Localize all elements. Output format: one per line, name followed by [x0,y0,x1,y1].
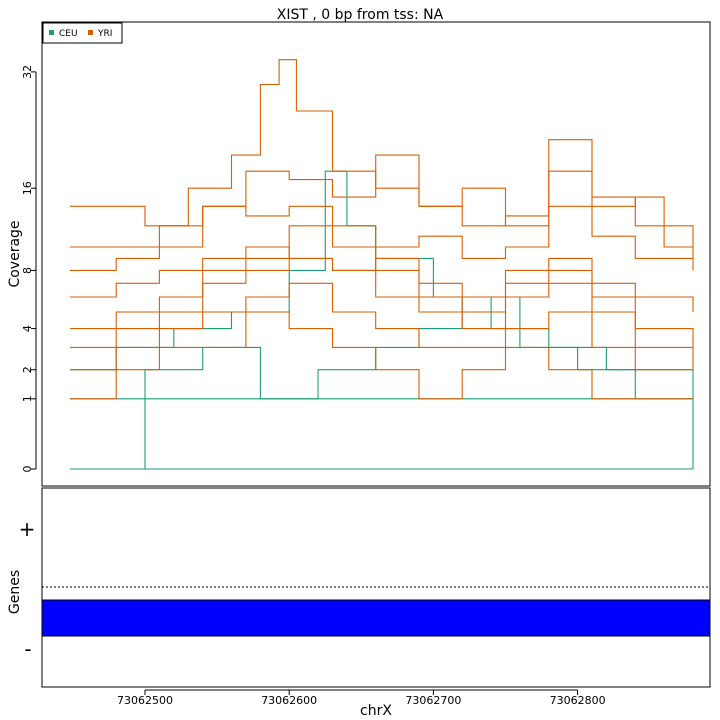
y-tick-label: 0 [21,466,34,473]
series-line-yri-7 [70,246,694,312]
legend-label-ceu: CEU [59,29,78,39]
plus-strand-label: + [19,517,36,541]
series-line-yri-4 [70,59,694,259]
chart-title: XIST , 0 bp from tss: NA [277,7,444,23]
x-tick-label: 73062500 [117,694,173,707]
x-axis: 73062500 73062600 73062700 73062800 [117,689,606,707]
coverage-y-label: Coverage [7,220,23,287]
series-line-yri-5 [70,139,694,248]
legend-label-yri: YRI [97,29,112,39]
series-line-ceu-3 [70,296,694,470]
y-tick-label: 4 [21,325,34,332]
coverage-y-axis: 0 1 2 4 8 16 32 [21,65,37,473]
series-line-yri-9 [70,282,693,371]
y-tick-label: 1 [21,395,34,402]
gene-feature-minus-strand [41,599,711,637]
series-line-ceu-2 [70,170,694,399]
x-tick-label: 73062600 [261,694,317,707]
x-axis-label: chrX [360,703,392,719]
genes-y-label: Genes [7,570,23,614]
x-tick-label: 73062700 [405,694,461,707]
x-tick-label: 73062800 [550,694,606,707]
series-line-yri-6 [70,205,694,271]
y-tick-label: 32 [21,65,34,79]
minus-strand-label: - [24,637,31,661]
y-tick-label: 16 [21,181,34,195]
series-line-yri-11 [70,225,694,370]
coverage-panel-frame [41,21,711,487]
y-tick-label: 8 [21,267,34,274]
y-tick-label: 2 [21,366,34,373]
legend-swatch-yri [88,30,93,35]
legend-swatch-ceu [49,30,54,35]
legend: CEU YRI [42,22,123,44]
series-line-yri-8 [70,257,694,348]
legend-box [42,22,123,44]
coverage-series-group [70,59,694,470]
series-line-yri-10 [70,311,693,400]
